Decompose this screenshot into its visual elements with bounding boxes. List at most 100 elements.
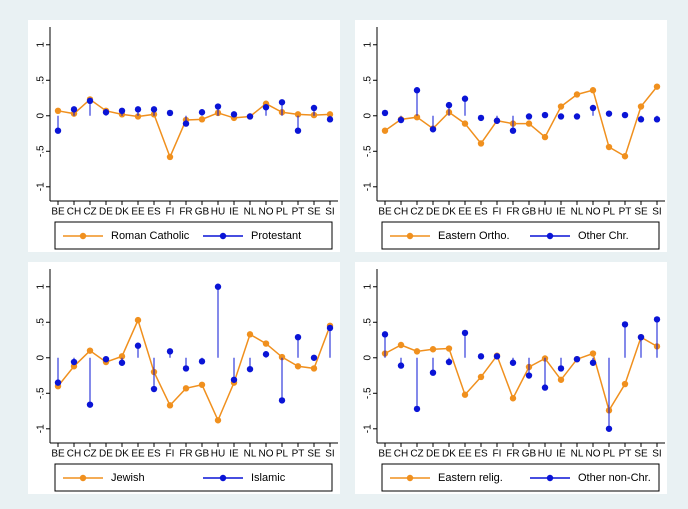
x-tick-label: EE (458, 207, 472, 218)
x-tick-label: DE (426, 207, 440, 218)
y-tick-label: 0 (36, 113, 47, 119)
marker (573, 113, 581, 120)
x-tick-label: FR (506, 449, 519, 460)
x-tick-label: SI (325, 449, 334, 460)
marker (637, 103, 645, 110)
x-tick-label: NL (571, 449, 584, 460)
x-tick-label: PT (619, 207, 632, 218)
marker (54, 127, 62, 134)
legend-marker (79, 232, 87, 240)
marker (326, 111, 334, 118)
legend-label: Eastern relig. (438, 472, 503, 484)
marker (653, 83, 661, 90)
marker (477, 353, 485, 360)
marker (294, 333, 302, 341)
marker (198, 109, 206, 116)
legend-label: Protestant (251, 230, 301, 242)
marker (278, 353, 286, 361)
marker (214, 103, 222, 110)
legend-marker (406, 232, 414, 240)
legend-marker (406, 474, 414, 482)
marker (605, 143, 613, 151)
x-tick-label: CZ (410, 449, 423, 460)
y-tick-label: -.5 (363, 145, 374, 157)
marker (381, 331, 389, 338)
x-tick-label: SI (325, 207, 334, 218)
x-tick-label: FI (166, 207, 175, 218)
marker (310, 104, 318, 112)
x-tick-label: PL (603, 207, 616, 218)
marker (461, 329, 469, 337)
x-tick-label: ES (474, 207, 488, 218)
y-tick-label: 0 (363, 113, 374, 119)
marker (573, 91, 581, 98)
legend-marker (219, 232, 227, 240)
legend-label: Islamic (251, 472, 286, 484)
marker (509, 127, 517, 134)
x-tick-label: FI (493, 449, 502, 460)
y-tick-label: -.5 (36, 145, 47, 157)
marker (397, 341, 405, 349)
marker (653, 116, 661, 123)
legend-marker (546, 474, 554, 482)
marker (70, 358, 78, 366)
marker (134, 342, 142, 349)
marker (134, 106, 142, 113)
marker (230, 111, 238, 118)
marker (525, 120, 533, 127)
y-tick-label: -1 (363, 182, 374, 191)
marker (557, 103, 565, 110)
x-tick-label: CZ (83, 449, 96, 460)
x-tick-label: FR (179, 449, 192, 460)
marker (445, 358, 453, 366)
x-tick-label: CH (67, 449, 81, 460)
marker (461, 391, 469, 398)
x-tick-label: EE (131, 449, 145, 460)
x-tick-label: IE (556, 207, 566, 218)
marker (198, 381, 206, 388)
marker (198, 358, 206, 365)
marker (541, 384, 549, 391)
marker (166, 109, 174, 117)
x-tick-label: PT (292, 449, 305, 460)
marker (102, 109, 110, 116)
marker (493, 353, 501, 360)
marker (134, 113, 142, 120)
x-tick-label: GB (522, 207, 537, 218)
x-tick-label: DE (99, 449, 113, 460)
y-tick-label: 1 (363, 284, 374, 290)
x-tick-label: FI (166, 449, 175, 460)
marker (246, 331, 254, 338)
marker (118, 353, 126, 360)
marker (605, 110, 613, 117)
marker (214, 283, 222, 290)
y-tick-label: .5 (363, 318, 374, 327)
plot-region (28, 262, 340, 494)
marker (525, 372, 533, 379)
marker (637, 116, 645, 123)
x-tick-label: ES (474, 449, 488, 460)
x-tick-label: BE (51, 207, 65, 218)
marker (621, 111, 629, 119)
x-tick-label: NO (259, 207, 274, 218)
x-tick-label: DE (99, 207, 113, 218)
x-tick-label: ES (147, 449, 161, 460)
y-tick-label: 0 (363, 355, 374, 361)
marker (310, 365, 318, 372)
marker (262, 340, 270, 347)
marker (621, 153, 629, 160)
legend-label: Jewish (111, 472, 145, 484)
marker (54, 107, 62, 115)
marker (102, 355, 110, 363)
marker (509, 395, 517, 402)
y-tick-label: 0 (36, 355, 47, 361)
marker (150, 385, 158, 393)
marker (589, 359, 597, 366)
marker (182, 385, 190, 392)
x-tick-label: PL (276, 207, 289, 218)
marker (573, 355, 581, 363)
x-tick-label: HU (211, 449, 225, 460)
marker (525, 113, 533, 120)
x-tick-label: DK (115, 207, 129, 218)
marker (621, 380, 629, 388)
